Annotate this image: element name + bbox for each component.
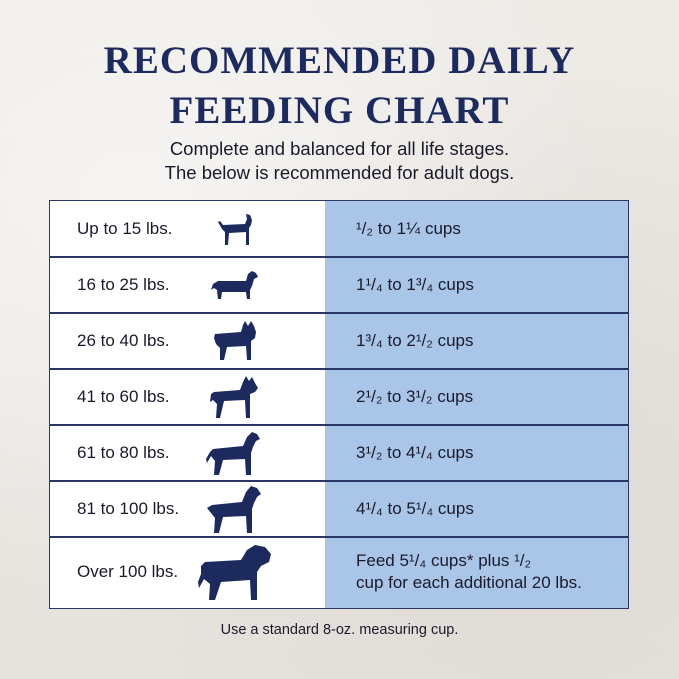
boxer-icon (190, 369, 280, 424)
weight-cell: 61 to 80 lbs. (77, 442, 170, 462)
french-bulldog-icon (190, 313, 280, 368)
table-row: Up to 15 lbs. ¹/₂ to 1¼ cups (50, 201, 628, 256)
amount-cell: 1³/₄ to 2¹/₂ cups (356, 330, 474, 350)
table-row: Over 100 lbs. Feed 5¹/₄ cups* plus ¹/₂ c… (50, 537, 628, 606)
amount-cell: 2¹/₂ to 3¹/₂ cups (356, 386, 474, 406)
weight-cell: 41 to 60 lbs. (77, 386, 170, 406)
weight-cell: Over 100 lbs. (77, 561, 179, 581)
weight-cell: 26 to 40 lbs. (77, 330, 170, 350)
mastiff-icon (190, 537, 280, 606)
table-row: 16 to 25 lbs. 1¹/₄ to 1³/₄ cups (50, 257, 628, 312)
subtitle-line-2: The below is recommended for adult dogs. (164, 162, 515, 183)
amount-column-background (325, 201, 628, 608)
weight-cell: 81 to 100 lbs. (77, 498, 180, 518)
row-divider (50, 256, 628, 258)
row-divider (50, 424, 628, 426)
page-title: RECOMMENDED DAILY FEEDING CHART (0, 36, 679, 136)
amount-line-2: cup for each additional 20 lbs. (356, 572, 582, 592)
amount-cell: Feed 5¹/₄ cups* plus ¹/₂ cup for each ad… (356, 537, 618, 606)
amount-cell: 3¹/₂ to 4¹/₄ cups (356, 442, 474, 462)
amount-line-1: Feed 5¹/₄ cups* plus ¹/₂ (356, 550, 532, 570)
subtitle: Complete and balanced for all life stage… (0, 137, 679, 185)
title-line-1: RECOMMENDED DAILY (103, 39, 576, 82)
table-row: 61 to 80 lbs. 3¹/₂ to 4¹/₄ cups (50, 425, 628, 480)
amount-cell: 4¹/₄ to 5¹/₄ cups (356, 498, 474, 518)
weight-cell: 16 to 25 lbs. (77, 274, 170, 294)
table-row: 81 to 100 lbs. 4¹/₄ to 5¹/₄ cups (50, 481, 628, 536)
footnote: Use a standard 8-oz. measuring cup. (220, 622, 459, 638)
small-terrier-icon (190, 201, 280, 256)
row-divider (50, 368, 628, 370)
row-divider (50, 536, 628, 538)
table-row: 41 to 60 lbs. 2¹/₂ to 3¹/₂ cups (50, 369, 628, 424)
subtitle-line-1: Complete and balanced for all life stage… (169, 138, 510, 159)
weight-cell: Up to 15 lbs. (77, 218, 173, 238)
row-divider (50, 312, 628, 314)
labrador-icon (190, 425, 280, 480)
table-row: 26 to 40 lbs. 1³/₄ to 2¹/₂ cups (50, 313, 628, 368)
row-divider (50, 480, 628, 482)
rottweiler-icon (190, 481, 280, 536)
amount-cell: 1¹/₄ to 1³/₄ cups (356, 274, 474, 294)
feeding-chart-table: Up to 15 lbs. ¹/₂ to 1¼ cups 16 to 25 lb… (49, 200, 629, 609)
dachshund-icon (190, 257, 280, 312)
amount-cell: ¹/₂ to 1¼ cups (356, 218, 461, 238)
title-line-2: FEEDING CHART (169, 89, 510, 132)
